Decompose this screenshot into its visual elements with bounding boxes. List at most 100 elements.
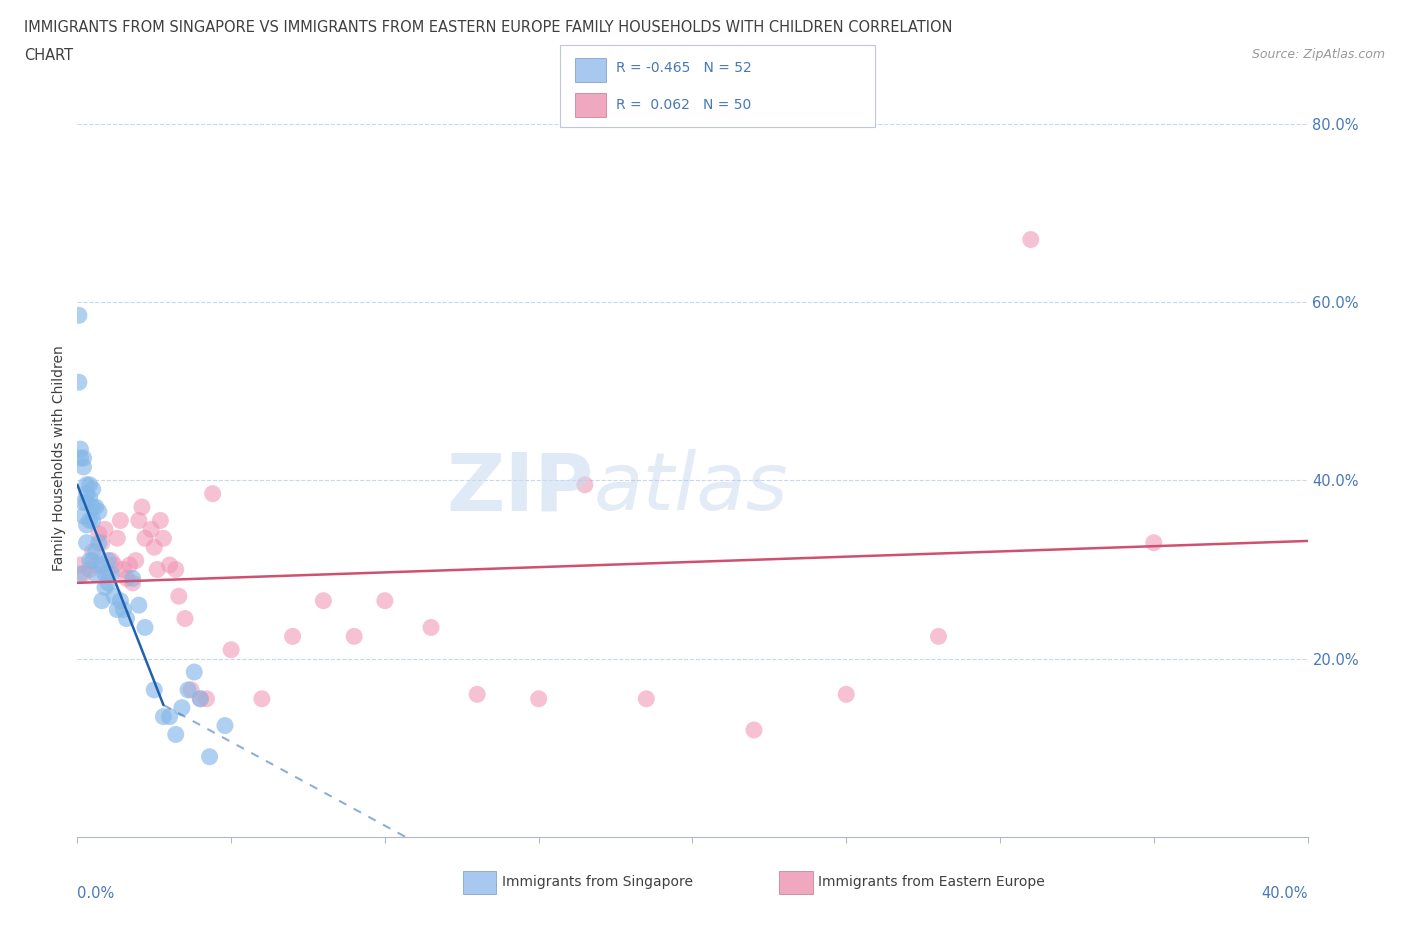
- Point: [1019, 232, 1042, 247]
- Point: [141, 522, 163, 537]
- Point: [125, 553, 148, 568]
- Point: [79, 477, 101, 492]
- Point: [742, 723, 765, 737]
- Point: [82, 544, 104, 559]
- Point: [72, 566, 94, 581]
- Point: [69, 451, 91, 466]
- Point: [574, 477, 596, 492]
- Point: [188, 691, 212, 706]
- Point: [112, 562, 135, 577]
- Point: [97, 553, 120, 568]
- Point: [1143, 536, 1166, 551]
- Point: [72, 451, 94, 466]
- Point: [84, 558, 107, 573]
- Text: ZIP: ZIP: [447, 449, 595, 527]
- Point: [835, 687, 858, 702]
- Point: [110, 513, 132, 528]
- Point: [94, 566, 117, 581]
- Point: [97, 566, 120, 581]
- Point: [87, 504, 110, 519]
- Text: Immigrants from Eastern Europe: Immigrants from Eastern Europe: [818, 874, 1045, 889]
- Point: [90, 558, 114, 573]
- Point: [146, 562, 169, 577]
- Point: [69, 442, 91, 457]
- Point: [152, 710, 174, 724]
- Point: [103, 558, 125, 573]
- Text: 40.0%: 40.0%: [1261, 886, 1308, 901]
- Point: [97, 576, 120, 591]
- Point: [134, 531, 156, 546]
- Point: [82, 482, 104, 497]
- Text: CHART: CHART: [24, 48, 73, 63]
- Point: [72, 459, 94, 474]
- Text: Immigrants from Singapore: Immigrants from Singapore: [502, 874, 693, 889]
- Point: [183, 665, 205, 680]
- Point: [84, 499, 107, 514]
- Point: [115, 571, 138, 586]
- Point: [72, 509, 94, 524]
- Point: [115, 611, 138, 626]
- Point: [636, 691, 658, 706]
- Point: [100, 566, 122, 581]
- Point: [79, 491, 101, 506]
- Point: [121, 571, 143, 586]
- Point: [90, 536, 114, 551]
- Point: [312, 593, 335, 608]
- Point: [94, 580, 117, 595]
- Text: R =  0.062   N = 50: R = 0.062 N = 50: [616, 98, 751, 112]
- Point: [82, 553, 104, 568]
- Point: [76, 486, 98, 501]
- Point: [165, 562, 187, 577]
- Point: [188, 691, 212, 706]
- Point: [128, 598, 150, 613]
- Point: [79, 553, 101, 568]
- Text: Source: ZipAtlas.com: Source: ZipAtlas.com: [1251, 48, 1385, 61]
- Point: [84, 544, 107, 559]
- Point: [152, 531, 174, 546]
- Point: [118, 558, 141, 573]
- Text: IMMIGRANTS FROM SINGAPORE VS IMMIGRANTS FROM EASTERN EUROPE FAMILY HOUSEHOLDS WI: IMMIGRANTS FROM SINGAPORE VS IMMIGRANTS …: [24, 20, 952, 35]
- Point: [110, 593, 132, 608]
- Point: [79, 513, 101, 528]
- Point: [219, 643, 242, 658]
- Point: [177, 683, 200, 698]
- Point: [90, 593, 114, 608]
- Y-axis label: Family Households with Children: Family Households with Children: [52, 345, 66, 571]
- Point: [94, 522, 117, 537]
- Point: [143, 683, 166, 698]
- Point: [159, 710, 181, 724]
- Point: [76, 517, 98, 532]
- Point: [76, 536, 98, 551]
- Point: [343, 629, 366, 644]
- Point: [76, 495, 98, 510]
- Point: [174, 611, 197, 626]
- Point: [928, 629, 950, 644]
- Point: [180, 683, 202, 698]
- Point: [84, 566, 107, 581]
- Point: [72, 495, 94, 510]
- Point: [82, 513, 104, 528]
- Point: [165, 727, 187, 742]
- Point: [131, 499, 153, 514]
- Text: atlas: atlas: [595, 449, 789, 527]
- Point: [198, 750, 221, 764]
- Point: [374, 593, 396, 608]
- Point: [112, 603, 135, 618]
- Point: [201, 486, 224, 501]
- Point: [214, 718, 236, 733]
- Point: [281, 629, 304, 644]
- Point: [69, 558, 91, 573]
- Point: [195, 691, 218, 706]
- Point: [134, 620, 156, 635]
- Point: [82, 499, 104, 514]
- Point: [105, 603, 128, 618]
- Point: [76, 477, 98, 492]
- Point: [87, 536, 110, 551]
- Text: R = -0.465   N = 52: R = -0.465 N = 52: [616, 60, 752, 74]
- Point: [149, 513, 172, 528]
- Point: [128, 513, 150, 528]
- Point: [527, 691, 550, 706]
- Point: [67, 308, 90, 323]
- Point: [167, 589, 190, 604]
- Point: [87, 526, 110, 541]
